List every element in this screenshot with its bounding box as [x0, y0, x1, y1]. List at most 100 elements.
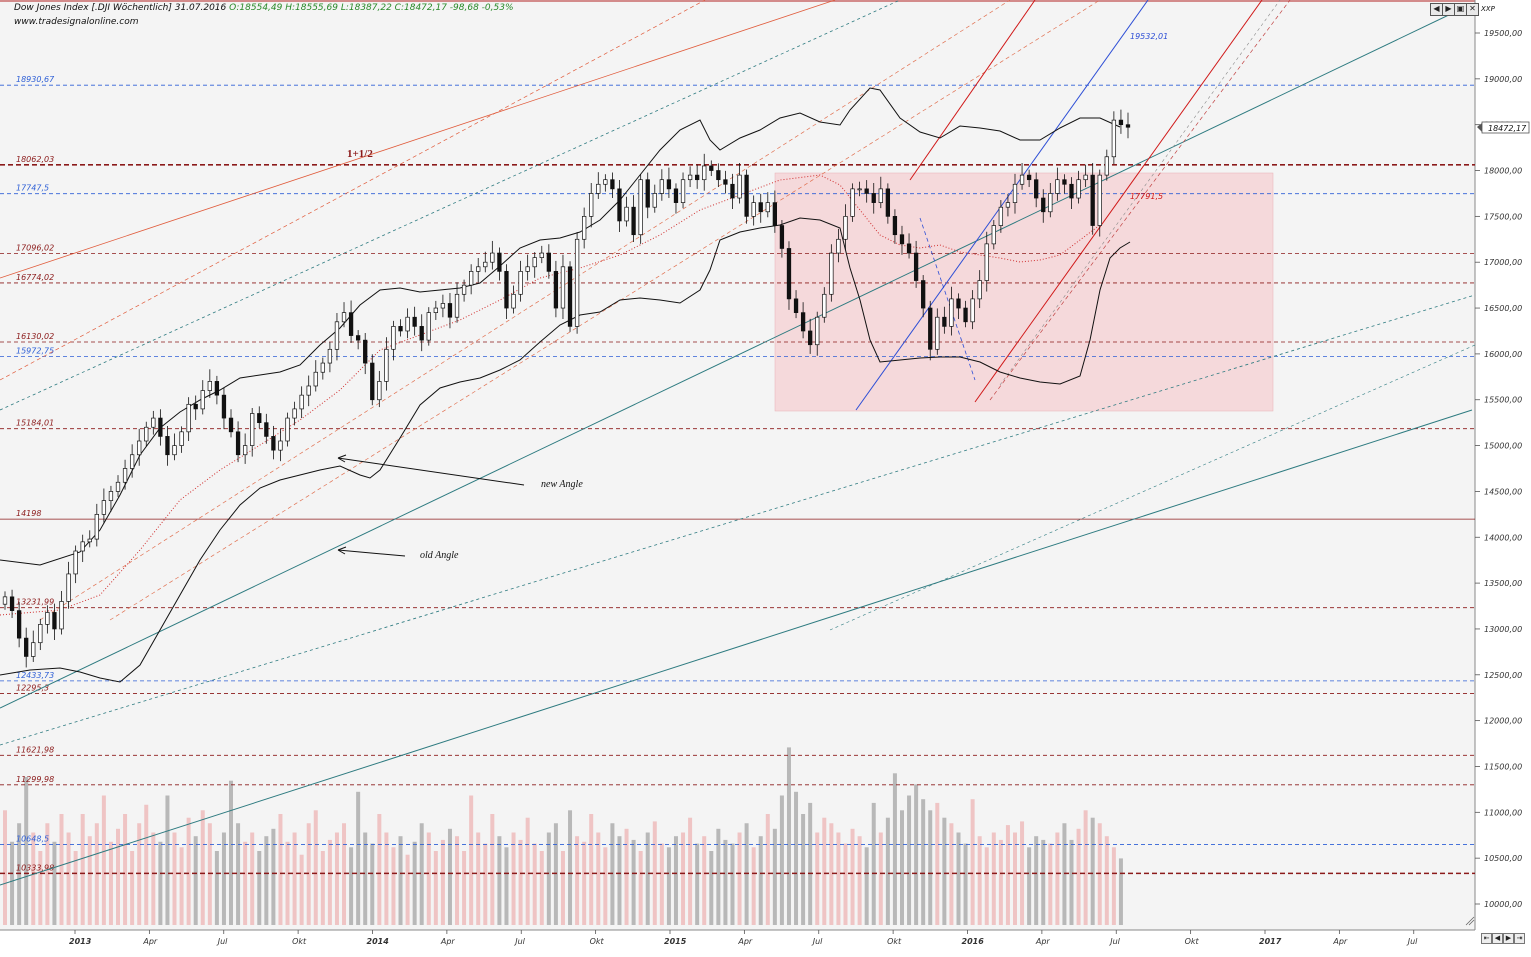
volume-bar [899, 810, 904, 925]
candle-body [991, 225, 996, 245]
x-tick-label: Jul [811, 937, 823, 946]
volume-bar [292, 832, 297, 925]
trendline-red-channel-dashed-2 [39, 0, 1011, 621]
candle-body [200, 390, 205, 410]
volume-bar [779, 795, 784, 925]
volume-bar [440, 839, 445, 925]
candle-body [871, 193, 876, 203]
volume-bar [45, 823, 50, 925]
y-tick-label: 15000,00 [1484, 442, 1522, 451]
volume-bar [229, 780, 234, 925]
resize-grip-icon[interactable] [1465, 916, 1475, 926]
candle-body [250, 413, 255, 446]
candle-body [264, 422, 269, 437]
volume-bar [1055, 832, 1060, 925]
horizontal-levels: 18930,67 18062,03 17747,5 17096,02 16774,02 1… [0, 75, 1475, 875]
volume-bar [1090, 817, 1095, 925]
candlesticks [2, 109, 1131, 668]
candle-body [984, 243, 989, 281]
candle-body [765, 202, 770, 213]
nav-first-button[interactable]: ⇤ [1481, 933, 1492, 944]
volume-bar [892, 773, 897, 925]
nav-next-button[interactable]: ▶ [1503, 933, 1514, 944]
candle-body [469, 271, 474, 286]
volume-bar [525, 817, 530, 925]
trendline-teal-dashed-1 [0, 294, 1476, 746]
candle-body [285, 417, 290, 442]
x-tick-label: Apr [440, 937, 456, 946]
level-label: 12433,73 [16, 671, 54, 680]
volume-bar [200, 810, 205, 925]
volume-bar [709, 851, 714, 925]
y-tick-label: 16000,00 [1484, 350, 1522, 359]
x-tick-label: Apr [737, 937, 753, 946]
volume-bar [1076, 828, 1081, 925]
volume-bar [659, 843, 664, 925]
volume-bar [285, 841, 290, 925]
candle-body [1041, 197, 1046, 213]
candle-body [504, 271, 509, 309]
y-tick-label: 14000,00 [1484, 533, 1522, 542]
volume-bar [108, 841, 113, 925]
volume-bar [949, 823, 954, 925]
volume-bar [236, 823, 241, 925]
website-label: www.tradesignalonline.com [14, 17, 139, 27]
candle-body [1097, 174, 1102, 226]
time-axis[interactable]: 2013 Apr Jul Okt 2014 Apr Jul Okt 2015 Apr Jul Okt 2… [69, 930, 1418, 946]
candle-body [567, 266, 573, 327]
y-tick-label: 15500,00 [1484, 396, 1522, 405]
candle-body [391, 326, 396, 350]
candle-body [419, 326, 424, 341]
candle-body [970, 298, 975, 323]
candle-body [942, 316, 947, 327]
y-tick-label: 17500,00 [1484, 212, 1522, 221]
x-tick-label: 2017 [1259, 937, 1282, 946]
candle-body [582, 216, 587, 240]
candle-body [772, 202, 778, 226]
volume-bar [257, 851, 262, 925]
y-tick-label: 14500,00 [1484, 487, 1522, 496]
trendline-red-channel-dashed-1 [0, 0, 706, 381]
candle-body [786, 248, 792, 300]
volume-bar [582, 841, 587, 925]
candle-body [271, 436, 276, 451]
level-label: 11299,98 [16, 775, 54, 784]
volume-bar [426, 832, 431, 925]
volume-bar [681, 832, 686, 925]
candle-body [115, 481, 121, 492]
candle-body [398, 326, 403, 332]
candle-body [836, 238, 841, 254]
volume-bar [3, 810, 7, 925]
volume-bar [221, 832, 226, 925]
candle-body [885, 188, 891, 217]
nav-last-button[interactable]: ⇥ [1514, 933, 1525, 944]
candle-body [716, 170, 721, 181]
candle-body [38, 624, 43, 644]
candle-body [483, 261, 488, 268]
candle-body [94, 513, 99, 540]
candle-body [412, 316, 417, 327]
y-tick-label: 17000,00 [1484, 258, 1522, 267]
volume-bar [38, 851, 43, 925]
volume-bar [59, 814, 64, 925]
volume-bar [31, 832, 36, 925]
candle-body [306, 385, 311, 396]
volume-bar [158, 841, 163, 925]
candle-body [454, 293, 460, 318]
close-button[interactable]: ✕ [1466, 3, 1479, 16]
candle-body [695, 174, 700, 181]
candle-body [313, 371, 318, 387]
nav-prev-button[interactable]: ◀ [1492, 933, 1503, 944]
y-tick-label: 13500,00 [1484, 579, 1522, 588]
candle-body [1055, 179, 1060, 194]
candle-body [1083, 174, 1088, 181]
arrow-new-angle-head [337, 454, 347, 463]
x-tick-label: Apr [1332, 937, 1348, 946]
volume-bar [165, 795, 170, 925]
trendline-red-channel [0, 0, 836, 279]
candle-body [624, 206, 629, 222]
volume-bar [271, 828, 276, 925]
volume-bar [914, 784, 919, 925]
price-axis-background [1475, 0, 1531, 957]
